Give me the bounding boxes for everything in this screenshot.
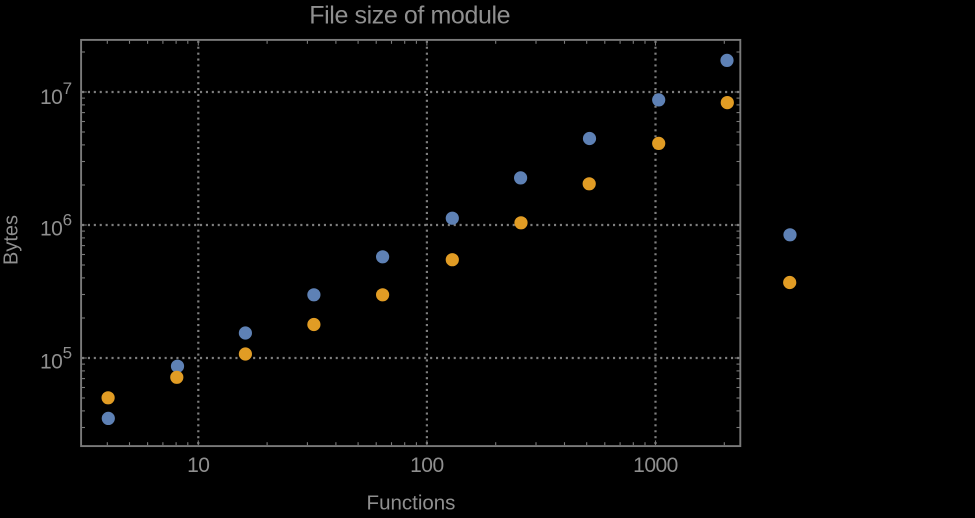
svg-text:10: 10 xyxy=(40,217,62,240)
svg-text:1000: 1000 xyxy=(633,454,678,477)
svg-text:10: 10 xyxy=(187,454,209,477)
svg-text:7: 7 xyxy=(63,79,72,98)
svg-text:Bytes: Bytes xyxy=(1,215,23,265)
svg-text:6: 6 xyxy=(63,211,72,230)
svg-text:5: 5 xyxy=(63,344,72,363)
svg-text:File size of module: File size of module xyxy=(309,2,510,30)
svg-text:10: 10 xyxy=(40,351,62,374)
svg-text:100: 100 xyxy=(410,454,444,477)
svg-text:10: 10 xyxy=(40,86,62,109)
svg-text:Functions: Functions xyxy=(367,492,456,513)
